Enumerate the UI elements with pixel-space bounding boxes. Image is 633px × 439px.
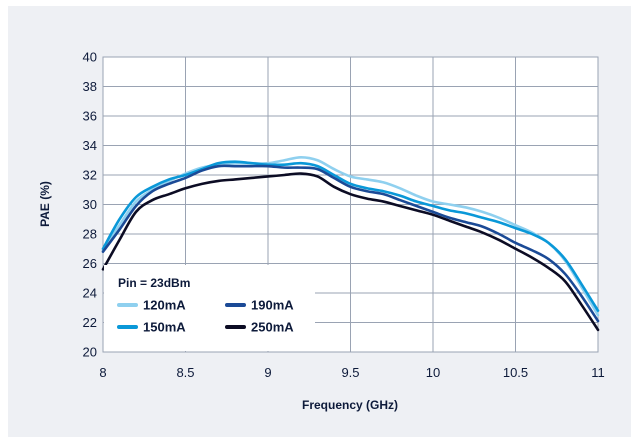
y-axis-ticks: 20 22 24 26 28 30 32 34 36 38 40 [83,50,97,360]
legend-label-190ma: 190mA [251,298,294,313]
x-tick-label: 11 [591,365,605,380]
y-tick-label: 32 [83,168,97,183]
legend-box [104,265,315,351]
x-tick-label: 10.5 [503,365,528,380]
legend: Pin = 23dBm 120mA 150mA 190mA 250mA [104,265,315,351]
series-line-150ma [101,160,600,312]
x-tick-label: 9.5 [341,365,359,380]
y-tick-label: 26 [83,256,97,271]
x-tick-label: 10 [426,365,440,380]
y-tick-label: 28 [83,227,97,242]
y-tick-label: 30 [83,197,97,212]
legend-title: Pin = 23dBm [118,276,190,290]
y-tick-label: 34 [83,138,97,153]
x-tick-label: 8.5 [176,365,194,380]
series-line-190ma [101,164,600,323]
x-tick-label: 8 [99,365,106,380]
y-tick-label: 22 [83,315,97,330]
legend-items: 120mA 150mA 190mA 250mA [117,298,294,335]
y-tick-label: 20 [83,345,97,360]
x-tick-label: 9 [264,365,271,380]
y-tick-label: 40 [83,50,97,65]
y-tick-label: 36 [83,109,97,124]
y-axis-title: PAE (%) [38,181,52,227]
series-line-120ma [101,156,600,317]
y-tick-label: 24 [83,286,97,301]
legend-label-150ma: 150mA [143,320,186,335]
y-tick-label: 38 [83,79,97,94]
legend-label-250ma: 250mA [251,320,294,335]
x-axis-ticks: 8 8.5 9 9.5 10 10.5 11 [99,365,604,380]
x-axis-title: Frequency (GHz) [302,398,398,412]
series-lines [101,156,600,332]
legend-label-120ma: 120mA [143,298,186,313]
series-line-250ma [101,172,600,332]
